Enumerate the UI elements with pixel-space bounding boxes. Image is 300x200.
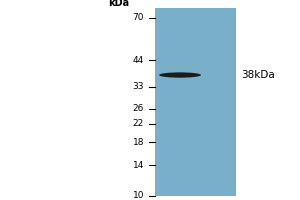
Text: kDa: kDa [108,0,129,8]
Text: 14: 14 [133,161,144,170]
Text: 26: 26 [133,104,144,113]
Ellipse shape [159,72,201,78]
Text: 18: 18 [133,138,144,147]
Text: 33: 33 [133,82,144,91]
Text: 38kDa: 38kDa [242,70,275,80]
Text: 22: 22 [133,119,144,128]
Bar [154,8,236,196]
Text: 70: 70 [133,13,144,22]
Text: 10: 10 [133,192,144,200]
Text: 44: 44 [133,56,144,65]
